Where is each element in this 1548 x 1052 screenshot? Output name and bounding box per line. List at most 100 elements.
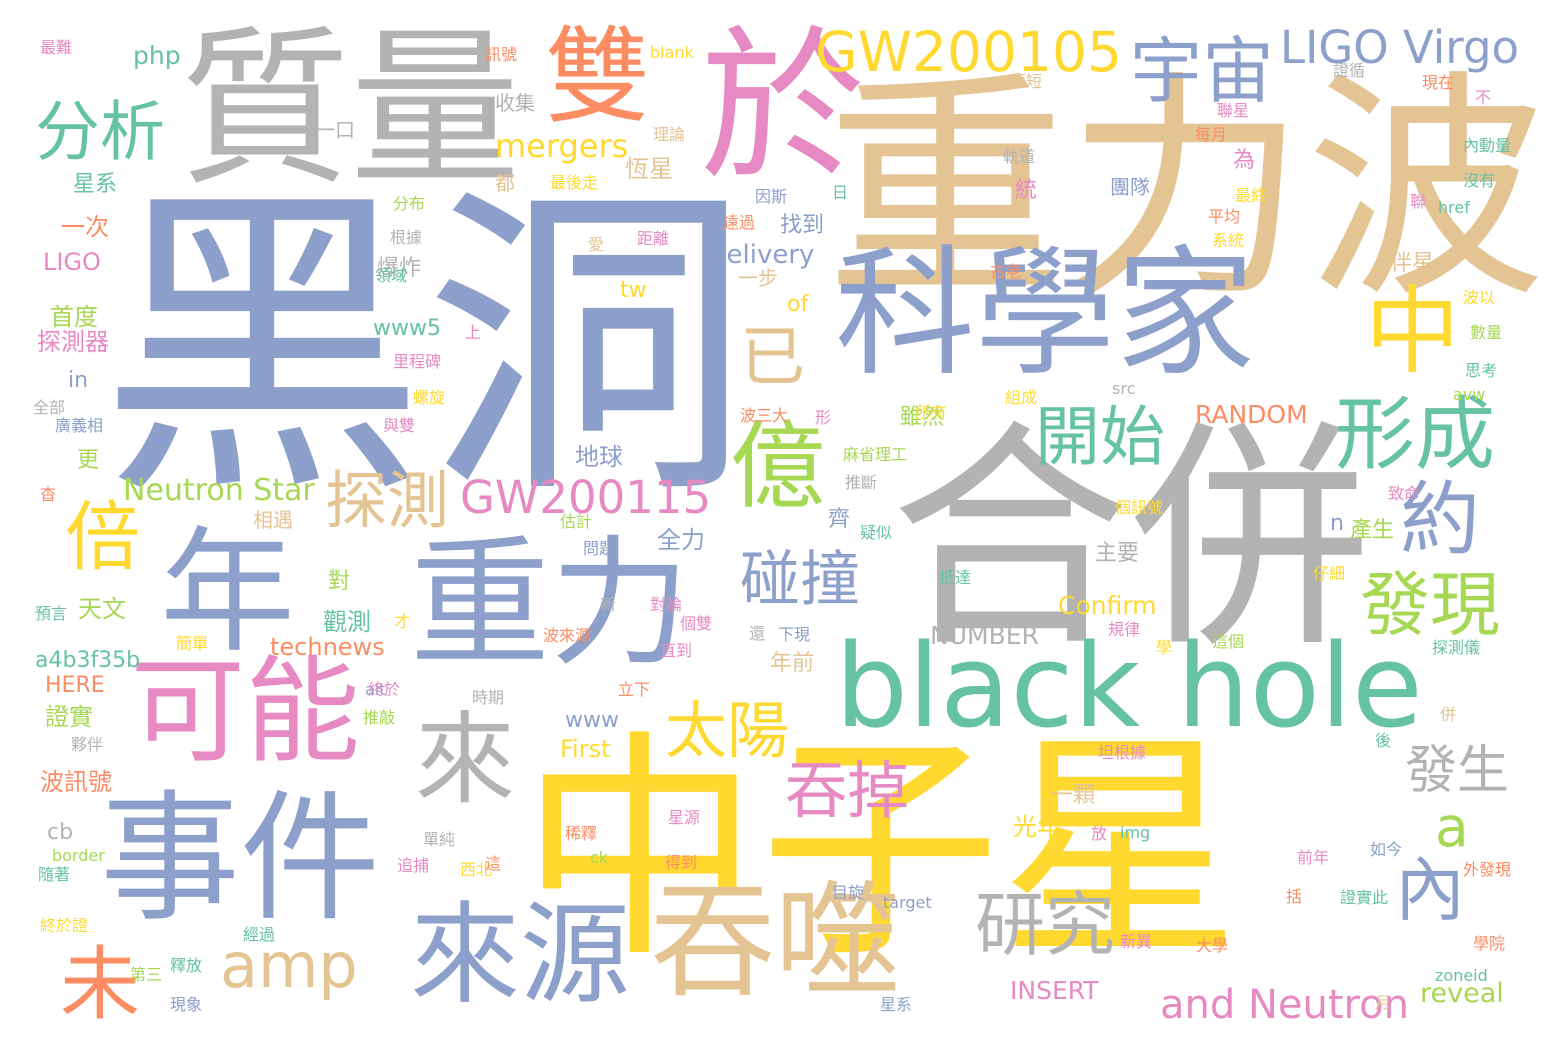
- cloud-word: 約: [1400, 473, 1480, 566]
- cloud-word: 伴星: [1390, 251, 1435, 276]
- cloud-word: 雖然: [900, 405, 945, 430]
- cloud-word: 探測: [325, 464, 450, 537]
- cloud-word: 推斷: [845, 473, 878, 492]
- cloud-word: href: [1438, 198, 1470, 217]
- cloud-word: 致命: [1388, 484, 1421, 503]
- cloud-word: 與雙: [383, 416, 416, 435]
- cloud-word: Neutron Star: [123, 473, 315, 508]
- cloud-word: 螺旋: [413, 388, 446, 407]
- cloud-word: amp: [220, 929, 358, 1002]
- cloud-word: 軌道: [1003, 147, 1036, 166]
- cloud-word: www: [565, 708, 619, 733]
- cloud-word: 波以: [1463, 288, 1496, 307]
- cloud-word: 雙: [545, 16, 651, 138]
- cloud-word: 遠過: [723, 213, 756, 232]
- cloud-word: 探測儀: [1432, 638, 1481, 657]
- cloud-word: 里程碑: [393, 352, 442, 371]
- cloud-word: 經過: [243, 925, 276, 944]
- cloud-word: 觀測: [323, 608, 371, 636]
- cloud-word: 找到: [780, 213, 825, 238]
- cloud-word: 內動量: [1463, 136, 1512, 155]
- cloud-word: 於: [700, 11, 865, 203]
- cloud-word: 稀釋: [565, 824, 598, 843]
- cloud-word: First: [560, 735, 611, 763]
- cloud-word: 合併: [890, 400, 1371, 680]
- cloud-word: www5: [373, 316, 441, 341]
- cloud-word: 太陽: [665, 694, 790, 767]
- cloud-word: tw: [620, 278, 647, 303]
- cloud-word: 系統: [1212, 231, 1245, 250]
- cloud-word: 月: [1375, 993, 1392, 1012]
- cloud-word: 最難: [40, 38, 73, 57]
- cloud-word: 併: [1440, 705, 1457, 724]
- cloud-word: 研究: [975, 884, 1115, 966]
- cloud-word: n: [1330, 511, 1344, 536]
- cloud-word: 個訊號: [1115, 498, 1164, 517]
- cloud-word: 聯: [1410, 192, 1427, 211]
- cloud-word: 領域: [375, 266, 408, 285]
- cloud-word: 數量: [1470, 323, 1503, 342]
- cloud-word: cb: [47, 820, 74, 845]
- cloud-word: reveal: [1420, 978, 1504, 1009]
- cloud-word: mergers: [495, 127, 629, 165]
- cloud-word: 立下: [618, 680, 651, 699]
- cloud-word: 簡單: [176, 634, 209, 653]
- cloud-word: 形: [815, 408, 832, 427]
- cloud-word: zoneid: [1435, 966, 1488, 985]
- cloud-word: 最終: [1235, 186, 1268, 205]
- cloud-word: of: [787, 292, 809, 317]
- cloud-word: 外發現: [1463, 860, 1512, 879]
- cloud-word: 這個: [1212, 632, 1245, 651]
- cloud-word: 爆炸: [377, 256, 422, 281]
- cloud-word: Confirm: [1058, 591, 1157, 620]
- cloud-word: 每月: [1195, 125, 1228, 144]
- cloud-word: 都: [495, 171, 515, 195]
- cloud-word: src: [1112, 379, 1136, 398]
- cloud-word: 釋放: [170, 956, 203, 975]
- cloud-word: NUMBER: [930, 621, 1039, 650]
- cloud-word: 前年: [1297, 848, 1330, 867]
- cloud-word: 一步: [738, 266, 778, 290]
- cloud-word: 證循: [1333, 61, 1366, 80]
- cloud-word: 杳: [40, 485, 57, 504]
- cloud-word: 學: [1156, 638, 1173, 657]
- cloud-word: 收集: [495, 91, 535, 115]
- cloud-word: 大學: [1196, 936, 1229, 955]
- cloud-word: 年: [160, 514, 295, 671]
- cloud-word: LIGO: [43, 248, 101, 276]
- cloud-word: 齊: [828, 507, 851, 532]
- cloud-word: 天文: [78, 595, 126, 623]
- cloud-word: 目旋: [832, 883, 865, 902]
- cloud-word: alt: [365, 680, 386, 699]
- cloud-word: 更: [77, 448, 100, 473]
- cloud-word: 現在: [1422, 73, 1455, 92]
- cloud-word: 不: [1475, 88, 1492, 107]
- cloud-word: 直到: [660, 641, 693, 660]
- cloud-word: 星系: [73, 172, 118, 197]
- cloud-word: 內: [1395, 849, 1465, 931]
- cloud-word: 主要: [1095, 541, 1140, 566]
- cloud-word: 中子星: [520, 710, 1241, 990]
- cloud-word: 愛: [588, 235, 605, 254]
- cloud-word: 宇宙: [1130, 29, 1275, 113]
- cloud-word: 分析: [35, 95, 166, 170]
- cloud-word: 可能: [130, 645, 361, 779]
- cloud-word: 下現: [778, 625, 811, 644]
- cloud-word: 學院: [1473, 934, 1506, 953]
- cloud-word: 首度: [50, 303, 98, 331]
- cloud-word: 一顆: [1051, 783, 1096, 808]
- cloud-word: 為: [1233, 148, 1256, 173]
- cloud-word: 這: [485, 854, 502, 873]
- cloud-word: 形成: [1335, 388, 1495, 481]
- cloud-word: technews: [270, 633, 385, 661]
- cloud-word: 根據: [390, 228, 423, 247]
- cloud-word: 個雙: [680, 614, 713, 633]
- cloud-word: 得到: [665, 853, 698, 872]
- cloud-word: 光年: [1013, 813, 1061, 841]
- cloud-word: 現象: [170, 995, 203, 1014]
- cloud-word: 終於: [368, 680, 401, 699]
- cloud-word: 開始: [1035, 400, 1166, 475]
- cloud-word: 因斯: [755, 187, 788, 206]
- cloud-word: 距離: [637, 229, 670, 248]
